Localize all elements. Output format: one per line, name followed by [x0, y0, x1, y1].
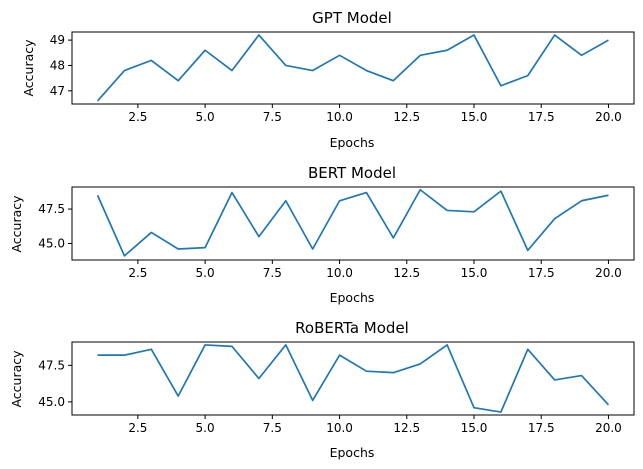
y-tick-label: 47.5 — [38, 358, 65, 372]
series-line — [96, 188, 609, 257]
x-tick-label: 12.5 — [393, 110, 420, 124]
x-tick-label: 20.0 — [595, 110, 622, 124]
x-tick-label: 5.0 — [196, 110, 215, 124]
subplot-gpt: GPT Model Accuracy Epochs 2.5 5.0 7.5 10.0 1… — [21, 9, 635, 150]
x-tick-label: 20.0 — [595, 266, 622, 280]
x-tick-label: 17.5 — [528, 421, 555, 435]
x-tick-label: 17.5 — [528, 110, 555, 124]
x-axis-label: Epochs — [330, 135, 375, 150]
x-tick-label: 7.5 — [263, 421, 282, 435]
x-axis-label: Epochs — [330, 290, 375, 305]
y-tick-label: 47.5 — [38, 202, 65, 216]
chart-title: BERT Model — [308, 164, 396, 182]
x-tick-label: 15.0 — [461, 421, 488, 435]
y-tick-label: 45.0 — [38, 236, 65, 250]
x-tick-label: 10.0 — [326, 266, 353, 280]
axes-frame — [71, 186, 635, 261]
x-tick-label: 10.0 — [326, 110, 353, 124]
y-tick-label: 49 — [50, 33, 65, 47]
plot-area: 2.5 5.0 7.5 10.0 12.5 15.0 17.5 20.0 47 48 49 — [50, 31, 635, 124]
x-tick-label: 15.0 — [461, 110, 488, 124]
x-tick-label: 10.0 — [326, 421, 353, 435]
axes-frame — [71, 31, 635, 105]
y-axis-label: Accuracy — [9, 350, 24, 408]
axes-frame — [71, 341, 635, 416]
x-tick-label: 2.5 — [128, 110, 147, 124]
y-axis-label: Accuracy — [21, 39, 36, 97]
x-tick-label: 5.0 — [196, 421, 215, 435]
subplot-roberta: RoBERTa Model Accuracy Epochs 2.5 5.0 7.5 1… — [9, 319, 635, 460]
x-tick-label: 5.0 — [196, 266, 215, 280]
x-tick-label: 7.5 — [263, 266, 282, 280]
x-tick-label: 7.5 — [263, 110, 282, 124]
x-tick-label: 2.5 — [128, 266, 147, 280]
x-tick-label: 17.5 — [528, 266, 555, 280]
x-tick-label: 20.0 — [595, 421, 622, 435]
plot-area: 2.5 5.0 7.5 10.0 12.5 15.0 17.5 20.0 45.0 47.5 — [38, 341, 635, 435]
x-tick-label: 12.5 — [393, 421, 420, 435]
y-tick-label: 48 — [50, 58, 65, 72]
chart-title: RoBERTa Model — [295, 319, 409, 337]
y-tick-label: 47 — [50, 84, 65, 98]
y-tick-label: 45.0 — [38, 395, 65, 409]
x-tick-label: 2.5 — [128, 421, 147, 435]
chart-title: GPT Model — [312, 9, 392, 27]
series-line — [97, 344, 610, 413]
series-line — [96, 34, 609, 102]
subplot-bert: BERT Model Accuracy Epochs 2.5 5.0 7.5 10.0… — [9, 164, 635, 305]
x-axis-label: Epochs — [330, 445, 375, 460]
x-tick-label: 12.5 — [393, 266, 420, 280]
x-tick-label: 15.0 — [461, 266, 488, 280]
plot-area: 2.5 5.0 7.5 10.0 12.5 15.0 17.5 20.0 45.0 47.5 — [38, 186, 635, 280]
y-axis-label: Accuracy — [9, 195, 24, 253]
